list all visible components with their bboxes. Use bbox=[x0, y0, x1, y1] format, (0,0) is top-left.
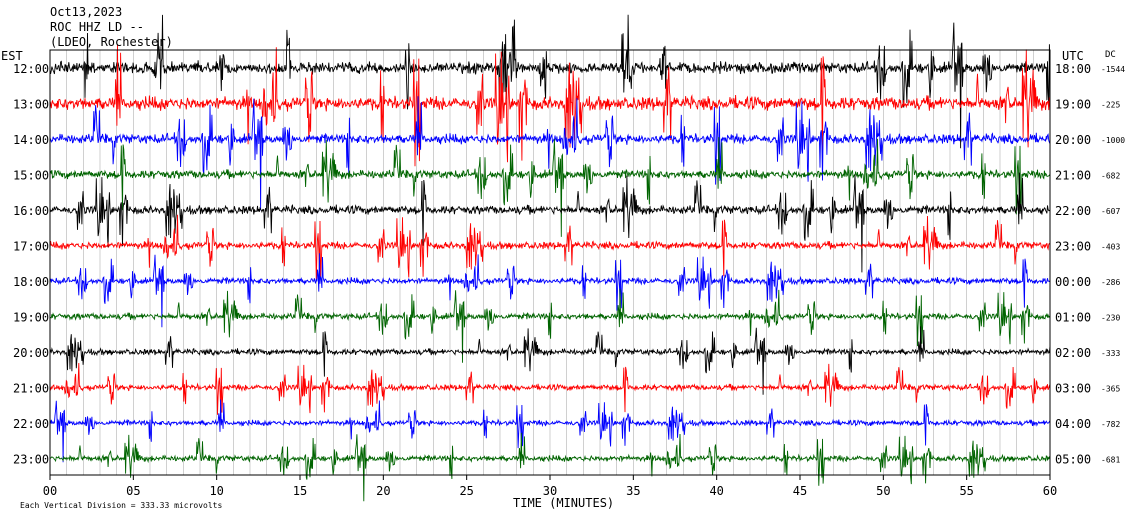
dc-label: DC bbox=[1105, 50, 1116, 60]
dc-value: -682 bbox=[1101, 172, 1120, 181]
trace-1400 bbox=[49, 96, 1051, 211]
est-label: 13:00 bbox=[13, 98, 49, 112]
est-label: 23:00 bbox=[13, 453, 49, 467]
x-tick-label: 50 bbox=[876, 484, 890, 498]
left-axis-label: EST bbox=[1, 49, 23, 63]
trace-1700 bbox=[49, 214, 1051, 280]
x-tick-label: 55 bbox=[959, 484, 973, 498]
dc-value: -681 bbox=[1101, 456, 1120, 465]
dc-value: -782 bbox=[1101, 420, 1120, 429]
header-date: Oct13,2023 bbox=[50, 5, 122, 19]
utc-label: 23:00 bbox=[1055, 240, 1091, 254]
est-label: 20:00 bbox=[13, 346, 49, 360]
utc-label: 18:00 bbox=[1055, 62, 1091, 76]
trace-1300 bbox=[49, 44, 1051, 167]
est-label: 21:00 bbox=[13, 382, 49, 396]
dc-value: -230 bbox=[1101, 314, 1120, 323]
utc-label: 02:00 bbox=[1055, 346, 1091, 360]
trace-2100 bbox=[49, 362, 1051, 415]
x-tick-label: 20 bbox=[376, 484, 390, 498]
trace-2000 bbox=[49, 326, 1051, 395]
est-label: 16:00 bbox=[13, 204, 49, 218]
utc-label: 04:00 bbox=[1055, 417, 1091, 431]
trace-2200 bbox=[49, 399, 1051, 463]
x-tick-label: 45 bbox=[793, 484, 807, 498]
x-tick-label: 25 bbox=[459, 484, 473, 498]
dc-value: -286 bbox=[1101, 278, 1120, 287]
dc-value: -365 bbox=[1101, 385, 1120, 394]
trace-2300 bbox=[49, 432, 1051, 502]
row-labels: 12:00 18:00 -1544 13:00 19:00 -225 14:00 20:00 -… bbox=[13, 62, 1125, 467]
est-label: 22:00 bbox=[13, 417, 49, 431]
header-network: (LDEO, Rochester) bbox=[50, 35, 173, 49]
utc-label: 19:00 bbox=[1055, 98, 1091, 112]
seismic-traces bbox=[49, 14, 1051, 502]
x-axis-title: TIME (MINUTES) bbox=[513, 496, 614, 510]
x-tick-label: 30 bbox=[543, 484, 557, 498]
dc-value: -225 bbox=[1101, 101, 1120, 110]
utc-label: 01:00 bbox=[1055, 311, 1091, 325]
right-axis-label: UTC bbox=[1062, 49, 1084, 63]
dc-value: -1544 bbox=[1101, 65, 1125, 74]
est-label: 17:00 bbox=[13, 240, 49, 254]
est-label: 12:00 bbox=[13, 62, 49, 76]
x-tick-label: 60 bbox=[1043, 484, 1057, 498]
x-axis: 00 05 10 15 20 25 30 35 40 45 50 55 60 bbox=[43, 475, 1057, 498]
header-station: ROC HHZ LD -- bbox=[50, 20, 144, 34]
dc-value: -607 bbox=[1101, 207, 1120, 216]
dc-value: -333 bbox=[1101, 349, 1120, 358]
trace-1800 bbox=[49, 253, 1051, 328]
utc-label: 05:00 bbox=[1055, 453, 1091, 467]
x-tick-label: 10 bbox=[209, 484, 223, 498]
trace-1600 bbox=[49, 172, 1051, 273]
footer-note: Each Vertical Division = 333.33 microvol… bbox=[20, 501, 222, 510]
est-label: 14:00 bbox=[13, 133, 49, 147]
est-label: 19:00 bbox=[13, 311, 49, 325]
trace-1900 bbox=[49, 288, 1051, 363]
x-tick-label: 35 bbox=[626, 484, 640, 498]
utc-label: 20:00 bbox=[1055, 133, 1091, 147]
utc-label: 21:00 bbox=[1055, 169, 1091, 183]
x-tick-label: 15 bbox=[293, 484, 307, 498]
trace-1500 bbox=[49, 137, 1051, 237]
trace-1200 bbox=[49, 14, 1051, 149]
x-tick-label: 05 bbox=[126, 484, 140, 498]
dc-value: -403 bbox=[1101, 243, 1120, 252]
est-label: 18:00 bbox=[13, 275, 49, 289]
utc-label: 03:00 bbox=[1055, 382, 1091, 396]
x-tick-label: 40 bbox=[709, 484, 723, 498]
utc-label: 00:00 bbox=[1055, 275, 1091, 289]
utc-label: 22:00 bbox=[1055, 204, 1091, 218]
x-tick-label: 00 bbox=[43, 484, 57, 498]
dc-value: -1000 bbox=[1101, 136, 1125, 145]
est-label: 15:00 bbox=[13, 169, 49, 183]
